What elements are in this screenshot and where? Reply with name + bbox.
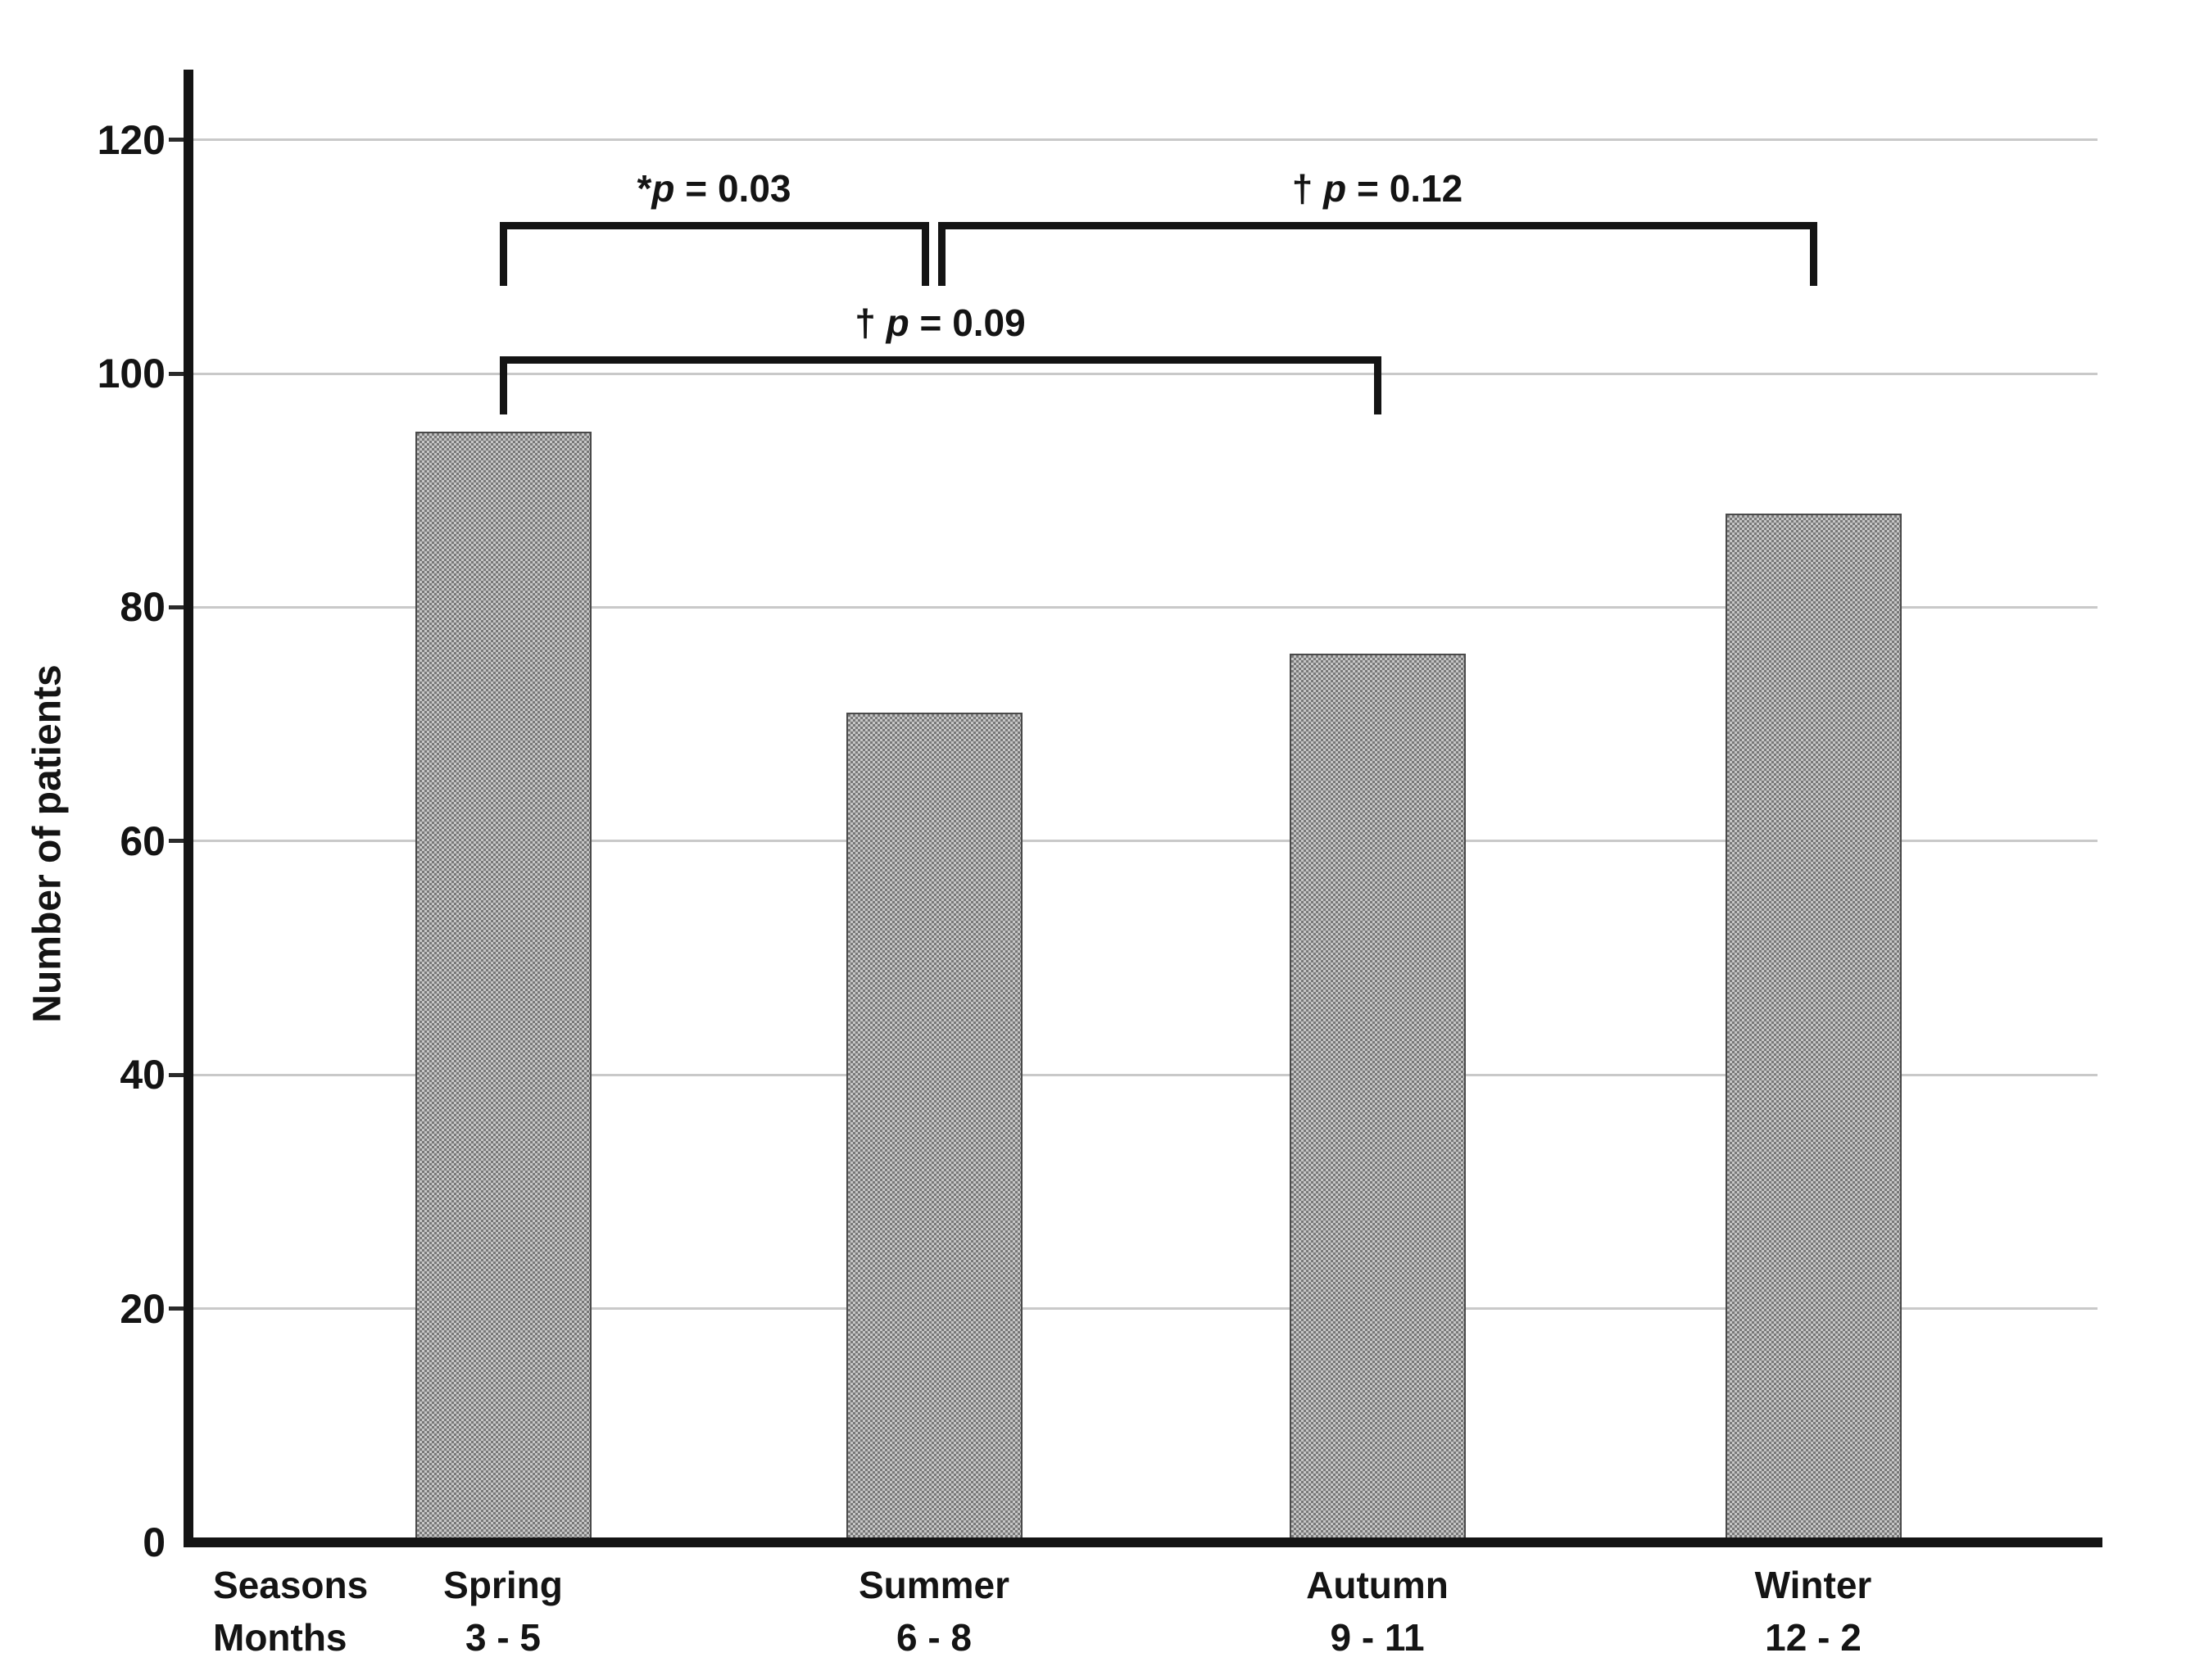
month-label-autumn: 9 - 11 (1330, 1616, 1425, 1659)
category-label-winter: Winter (1754, 1564, 1872, 1606)
bar-winter (1725, 514, 1902, 1542)
y-tick-80 (169, 605, 188, 609)
month-label-winter: 12 - 2 (1765, 1616, 1862, 1659)
gridline-20 (188, 1307, 2097, 1311)
gridline-120 (188, 138, 2097, 142)
gridline-100 (188, 372, 2097, 375)
y-tick-20 (169, 1306, 188, 1311)
bar-spring (415, 432, 592, 1542)
month-label-summer: 6 - 8 (896, 1616, 973, 1659)
category-label-summer: Summer (858, 1564, 1010, 1606)
gridline-40 (188, 1073, 2097, 1076)
ytick-label-120: 120 (97, 116, 166, 163)
ytick-label-20: 20 (120, 1285, 166, 1332)
bar-autumn (1289, 654, 1466, 1542)
x-axis-line (184, 1537, 2102, 1547)
y-axis-line (184, 70, 193, 1547)
ytick-label-100: 100 (97, 351, 166, 397)
ytick-label-60: 60 (120, 817, 166, 864)
y-tick-40 (169, 1072, 188, 1077)
bar-summer (846, 712, 1023, 1542)
x-row-header-seasons: Seasons (213, 1564, 369, 1606)
x-row-header-months: Months (213, 1616, 347, 1659)
ytick-label-0: 0 (143, 1519, 166, 1565)
sig-label-spring-autumn: † p = 0.09 (855, 301, 1026, 344)
y-tick-60 (169, 839, 188, 844)
sig-bracket-summer-winter (937, 221, 1817, 286)
sig-bracket-spring-summer (499, 221, 929, 286)
sig-label-spring-summer: *p = 0.03 (637, 166, 791, 210)
sig-label-summer-winter: † p = 0.12 (1291, 166, 1463, 210)
gridline-60 (188, 840, 2097, 843)
ytick-label-80: 80 (120, 584, 166, 631)
gridline-80 (188, 605, 2097, 609)
month-label-spring: 3 - 5 (465, 1616, 542, 1659)
y-tick-100 (169, 371, 188, 376)
ytick-label-40: 40 (120, 1052, 166, 1098)
category-label-autumn: Autumn (1306, 1564, 1449, 1606)
sig-bracket-spring-autumn (499, 355, 1381, 414)
y-tick-120 (169, 138, 188, 143)
category-label-spring: Spring (443, 1564, 563, 1606)
